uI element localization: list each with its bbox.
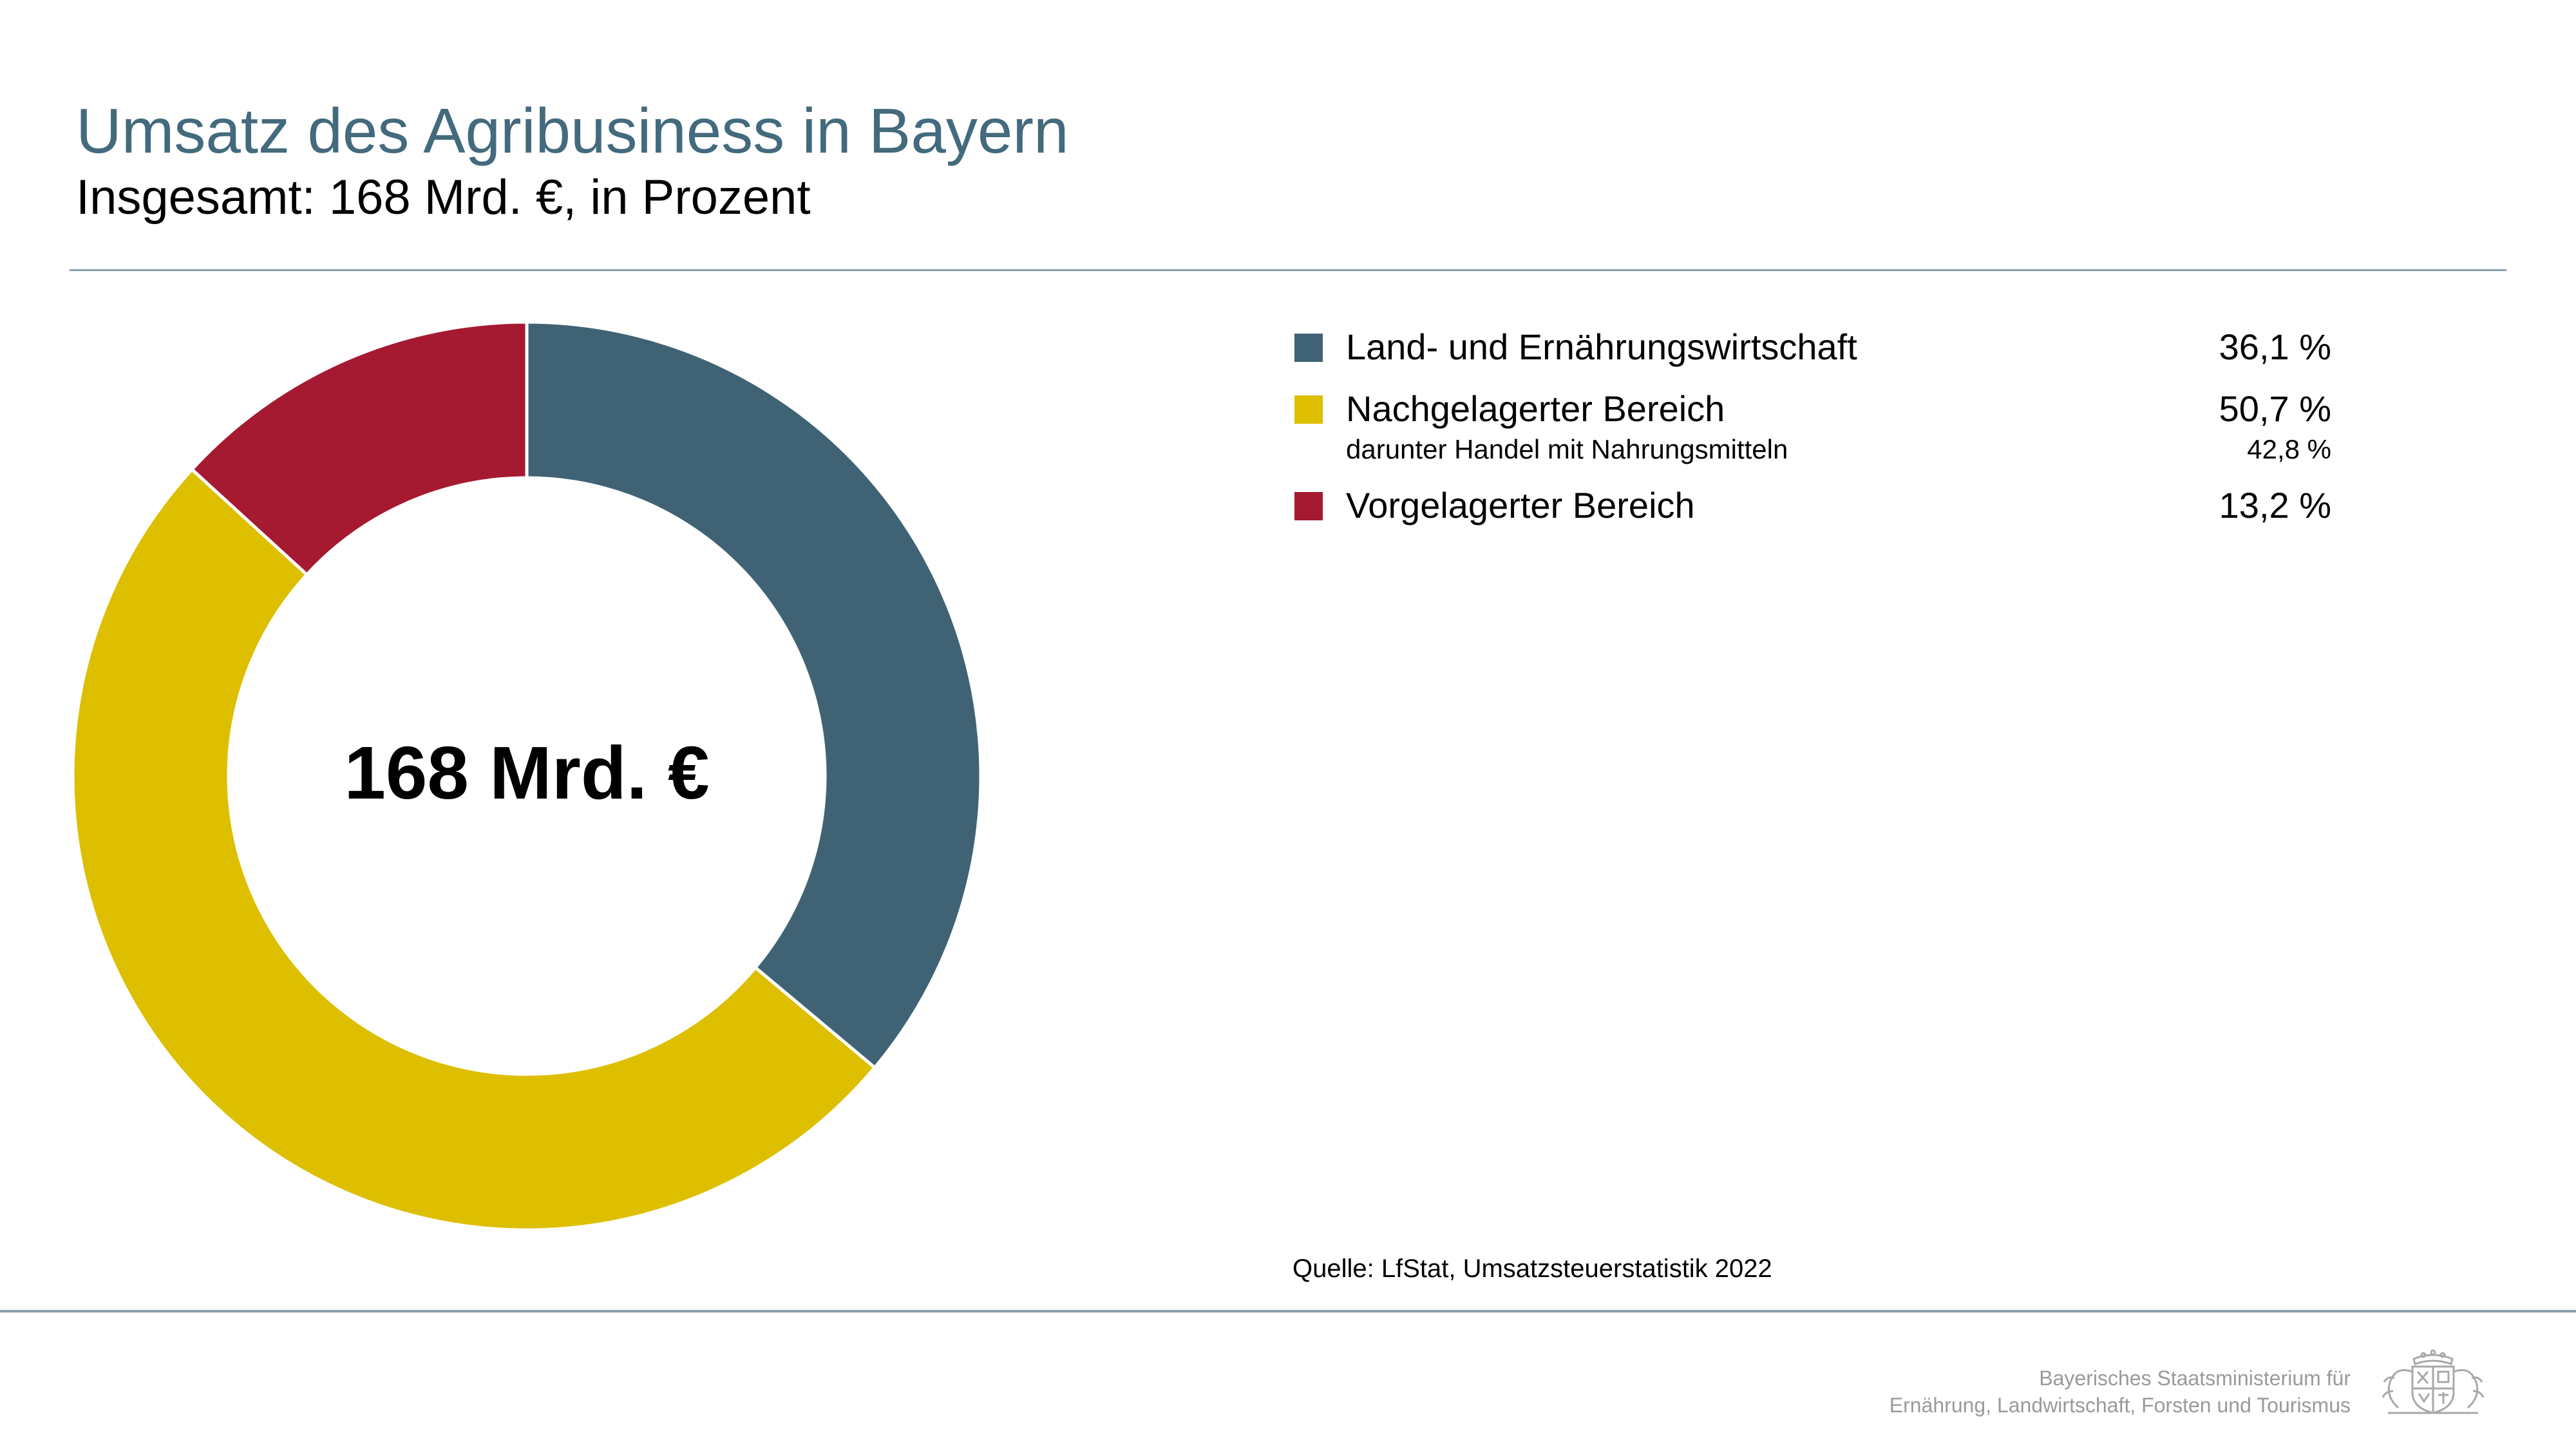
legend-swatch-vorgelagert (1294, 492, 1323, 520)
top-divider (70, 269, 2506, 271)
legend-item-vorgelagert: Vorgelagerter Bereich 13,2 % (1294, 480, 2331, 542)
legend-sublabel: darunter Handel mit Nahrungsmitteln (1346, 434, 1788, 464)
ministry-name-line2: Ernährung, Landwirtschaft, Forsten und T… (1889, 1393, 2351, 1417)
page-title: Umsatz des Agribusiness in Bayern (76, 95, 1069, 166)
legend-subitem-handel: darunter Handel mit Nahrungsmitteln 42,8… (1294, 434, 2331, 469)
bavarian-coat-of-arms-icon (2382, 1349, 2485, 1414)
legend-value: 36,1 % (2219, 327, 2331, 367)
legend-value: 50,7 % (2219, 388, 2331, 429)
page-subtitle: Insgesamt: 168 Mrd. €, in Prozent (76, 170, 811, 225)
legend-swatch-nachgelagert (1294, 395, 1323, 424)
legend-label: Vorgelagerter Bereich (1346, 485, 1695, 526)
donut-center-label: 168 Mrd. € (344, 731, 709, 815)
donut-slice-vorgelagert (189, 320, 529, 577)
source-note: Quelle: LfStat, Umsatzsteuerstatistik 20… (1293, 1255, 1772, 1283)
legend-subvalue: 42,8 % (2247, 434, 2331, 464)
legend-item-land: Land- und Ernährungswirtschaft 36,1 % (1294, 322, 2331, 384)
donut-slice-land (525, 320, 983, 1070)
legend-item-nachgelagert: Nachgelagerter Bereich 50,7 % (1294, 384, 2331, 446)
legend-value: 13,2 % (2219, 485, 2331, 526)
ministry-name-line1: Bayerisches Staatsministerium für (2039, 1367, 2351, 1390)
legend-label: Nachgelagerter Bereich (1346, 388, 1725, 429)
legend-swatch-land (1294, 334, 1323, 362)
donut-slice-nachgelagert (71, 467, 877, 1232)
legend-label: Land- und Ernährungswirtschaft (1346, 327, 1857, 367)
ministry-name: Bayerisches Staatsministerium für Ernähr… (1889, 1365, 2351, 1419)
bottom-divider (0, 1310, 2576, 1312)
chart-legend: Land- und Ernährungswirtschaft 36,1 % Na… (1294, 322, 2331, 542)
